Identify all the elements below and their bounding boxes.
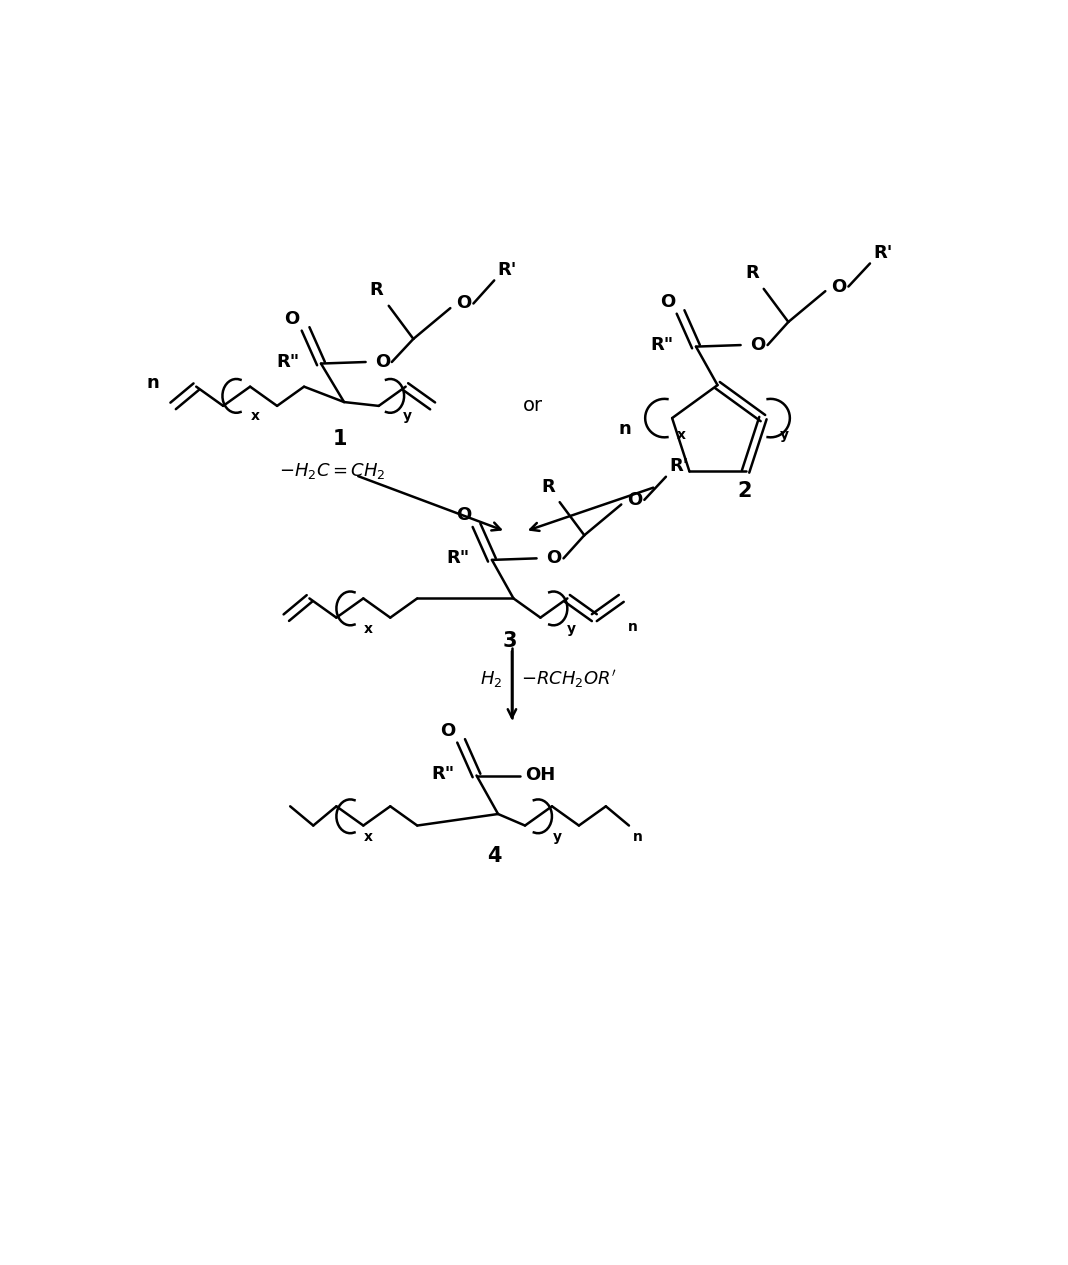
Text: n: n	[633, 830, 643, 844]
Text: $- H_2C{=}CH_2$: $- H_2C{=}CH_2$	[279, 462, 386, 482]
Text: R": R"	[277, 353, 299, 371]
Text: R: R	[370, 281, 383, 300]
Text: R': R'	[874, 244, 893, 262]
Text: R": R"	[650, 336, 674, 354]
Text: or: or	[522, 396, 543, 415]
Text: 4: 4	[487, 846, 502, 867]
Text: R": R"	[431, 765, 454, 783]
Text: R': R'	[670, 457, 689, 474]
Text: x: x	[677, 428, 686, 441]
Text: 1: 1	[333, 429, 347, 449]
Text: O: O	[750, 336, 765, 354]
Text: 2: 2	[737, 481, 752, 501]
Text: O: O	[456, 506, 471, 524]
Text: O: O	[628, 491, 643, 509]
Text: O: O	[832, 277, 847, 296]
Text: R': R'	[498, 261, 517, 278]
Text: R: R	[745, 264, 759, 282]
Text: 3: 3	[502, 631, 517, 650]
Text: O: O	[456, 295, 471, 312]
Text: O: O	[546, 549, 561, 568]
Text: y: y	[567, 622, 576, 636]
Text: O: O	[440, 722, 456, 740]
Text: y: y	[780, 428, 789, 441]
Text: y: y	[403, 409, 411, 423]
Text: $- RCH_2OR'$: $- RCH_2OR'$	[521, 668, 616, 691]
Text: n: n	[146, 373, 159, 392]
Text: R: R	[541, 478, 555, 496]
Text: R": R"	[446, 549, 470, 568]
Text: x: x	[251, 409, 260, 423]
Text: x: x	[364, 622, 373, 636]
Text: n: n	[618, 420, 631, 438]
Text: O: O	[284, 310, 299, 328]
Text: $H_2$: $H_2$	[480, 669, 502, 689]
Text: OH: OH	[525, 767, 555, 784]
Text: y: y	[553, 830, 562, 844]
Text: n: n	[628, 620, 638, 634]
Text: O: O	[660, 293, 675, 311]
Text: O: O	[375, 353, 390, 371]
Text: x: x	[364, 830, 373, 844]
